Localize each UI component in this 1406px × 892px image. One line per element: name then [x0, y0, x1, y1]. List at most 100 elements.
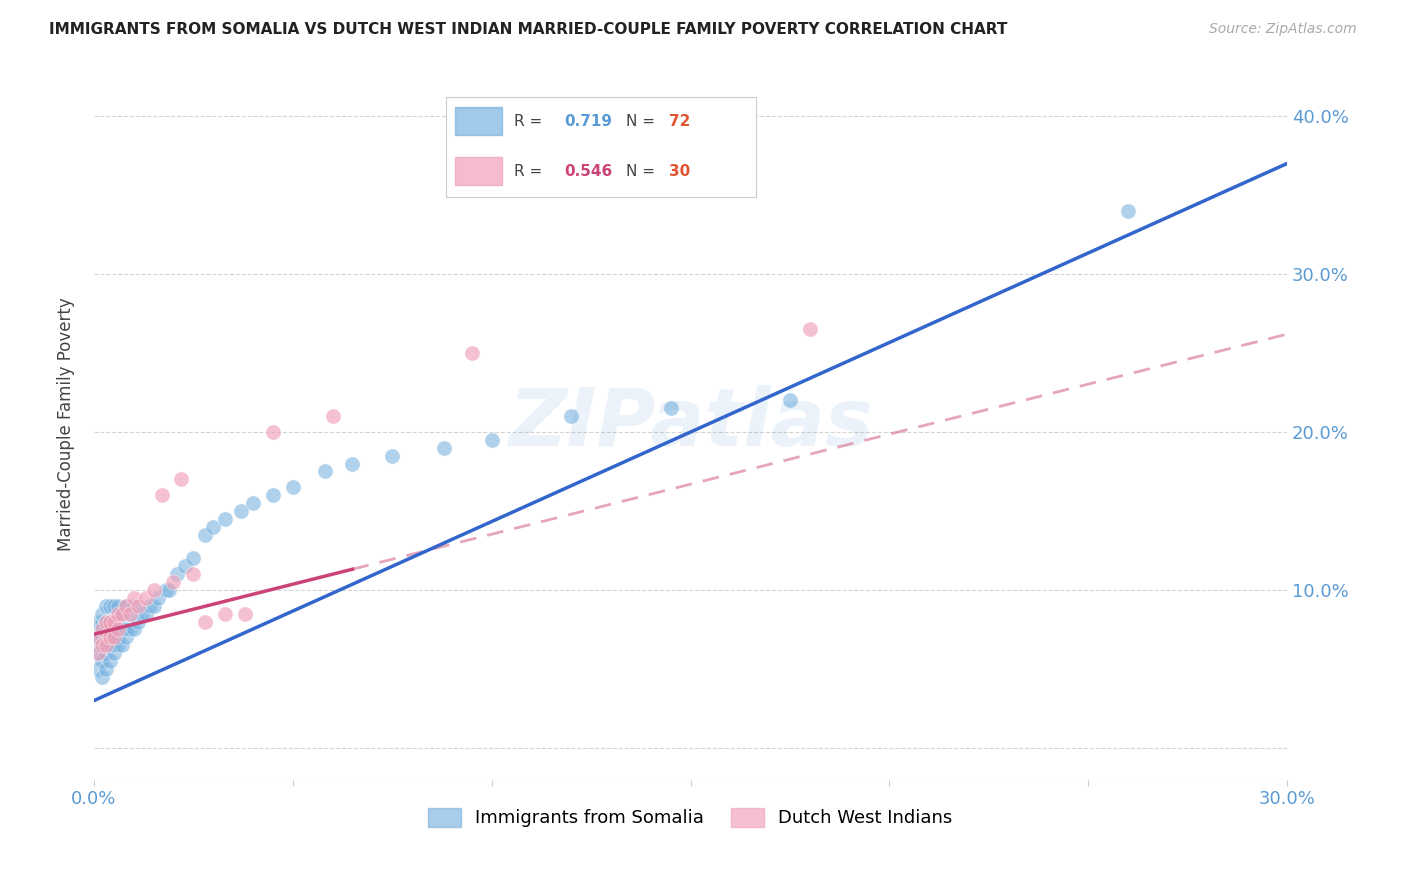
Point — [87, 662, 110, 676]
Point — [98, 599, 121, 613]
Point — [138, 599, 160, 613]
Point — [90, 607, 112, 621]
Point — [560, 409, 582, 424]
Point — [174, 559, 197, 574]
Point — [118, 623, 141, 637]
Point — [214, 512, 236, 526]
Point — [103, 638, 125, 652]
Point — [183, 567, 205, 582]
Point — [118, 607, 141, 621]
Point — [135, 591, 157, 605]
Point — [90, 623, 112, 637]
Text: ZIPatlas: ZIPatlas — [508, 385, 873, 463]
Point — [103, 631, 125, 645]
Point — [262, 425, 284, 439]
Point — [122, 599, 145, 613]
Point — [107, 623, 129, 637]
Point — [114, 623, 136, 637]
Point — [127, 615, 149, 629]
Point — [281, 480, 304, 494]
Point — [799, 322, 821, 336]
Legend: Immigrants from Somalia, Dutch West Indians: Immigrants from Somalia, Dutch West Indi… — [422, 801, 960, 835]
Point — [1116, 203, 1139, 218]
Point — [194, 527, 217, 541]
Point — [90, 638, 112, 652]
Point — [194, 615, 217, 629]
Point — [87, 631, 110, 645]
Point — [94, 638, 117, 652]
Point — [90, 615, 112, 629]
Point — [94, 615, 117, 629]
Point — [107, 631, 129, 645]
Point — [90, 631, 112, 645]
Point — [94, 638, 117, 652]
Point — [233, 607, 256, 621]
Point — [114, 599, 136, 613]
Point — [314, 465, 336, 479]
Point — [98, 623, 121, 637]
Point — [94, 646, 117, 660]
Point — [94, 599, 117, 613]
Point — [103, 646, 125, 660]
Point — [262, 488, 284, 502]
Point — [127, 599, 149, 613]
Point — [98, 638, 121, 652]
Point — [94, 631, 117, 645]
Point — [142, 582, 165, 597]
Point — [107, 615, 129, 629]
Point — [90, 654, 112, 668]
Point — [135, 607, 157, 621]
Point — [111, 607, 134, 621]
Point — [142, 599, 165, 613]
Point — [98, 615, 121, 629]
Point — [103, 631, 125, 645]
Point — [98, 631, 121, 645]
Point — [98, 654, 121, 668]
Point — [242, 496, 264, 510]
Point — [481, 433, 503, 447]
Point — [159, 582, 181, 597]
Point — [94, 662, 117, 676]
Point — [107, 599, 129, 613]
Point — [107, 638, 129, 652]
Point — [118, 607, 141, 621]
Point — [131, 607, 153, 621]
Point — [114, 599, 136, 613]
Point — [162, 575, 184, 590]
Point — [659, 401, 682, 416]
Point — [103, 599, 125, 613]
Point — [87, 615, 110, 629]
Point — [779, 393, 801, 408]
Point — [202, 520, 225, 534]
Point — [122, 591, 145, 605]
Point — [87, 631, 110, 645]
Point — [103, 615, 125, 629]
Point — [87, 646, 110, 660]
Point — [111, 638, 134, 652]
Text: IMMIGRANTS FROM SOMALIA VS DUTCH WEST INDIAN MARRIED-COUPLE FAMILY POVERTY CORRE: IMMIGRANTS FROM SOMALIA VS DUTCH WEST IN… — [49, 22, 1008, 37]
Point — [122, 623, 145, 637]
Point — [98, 615, 121, 629]
Point — [90, 670, 112, 684]
Text: Source: ZipAtlas.com: Source: ZipAtlas.com — [1209, 22, 1357, 37]
Point — [111, 607, 134, 621]
Point — [87, 623, 110, 637]
Point — [107, 607, 129, 621]
Point — [90, 638, 112, 652]
Point — [155, 582, 177, 597]
Point — [87, 638, 110, 652]
Point — [94, 615, 117, 629]
Point — [433, 441, 456, 455]
Point — [170, 472, 193, 486]
Point — [322, 409, 344, 424]
Point — [229, 504, 252, 518]
Point — [342, 457, 364, 471]
Point — [150, 488, 173, 502]
Point — [166, 567, 188, 582]
Point — [94, 623, 117, 637]
Point — [87, 646, 110, 660]
Point — [90, 623, 112, 637]
Point — [461, 346, 484, 360]
Point — [214, 607, 236, 621]
Point — [98, 631, 121, 645]
